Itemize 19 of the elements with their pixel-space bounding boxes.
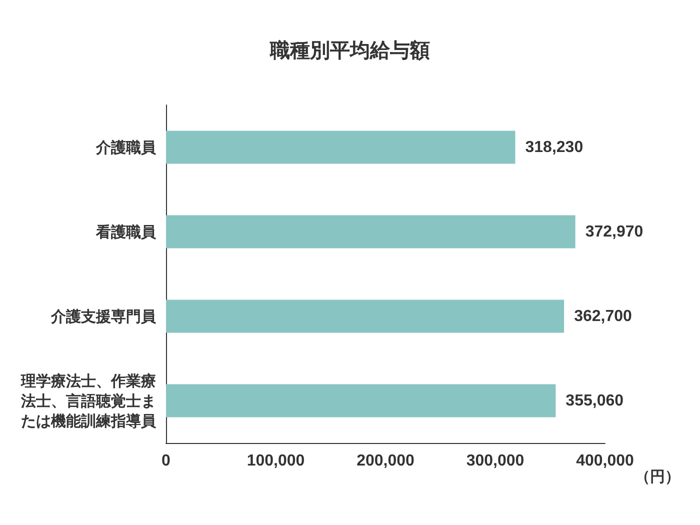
x-axis-title: （円） [635,468,680,486]
data-label: 362,700 [574,308,632,325]
y-tick-label: 理学療法士、作業療法士、言語聴覚士または機能訓練指導員 [20,372,157,430]
x-tick-label: 300,000 [466,452,524,470]
y-tick-label: 介護職員 [95,138,157,156]
x-tick-label: 200,000 [356,452,415,470]
x-tick-label: 100,000 [246,452,305,470]
bar [166,130,516,164]
chart-title: 職種別平均給与額 [269,38,430,62]
x-tick-label: 0 [162,452,171,470]
bar [166,215,576,248]
bar [166,384,556,418]
data-label: 355,060 [566,392,624,410]
x-tick-label: 400,000 [576,452,634,470]
data-label: 372,970 [585,223,644,240]
y-tick-label: 看護職員 [95,222,157,241]
bar [166,300,564,333]
y-tick-label: 介護支援専門員 [50,307,157,326]
data-label: 318,230 [525,138,584,156]
